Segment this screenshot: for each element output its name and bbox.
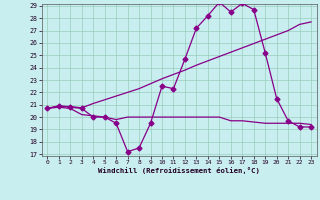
X-axis label: Windchill (Refroidissement éolien,°C): Windchill (Refroidissement éolien,°C) (98, 167, 260, 174)
